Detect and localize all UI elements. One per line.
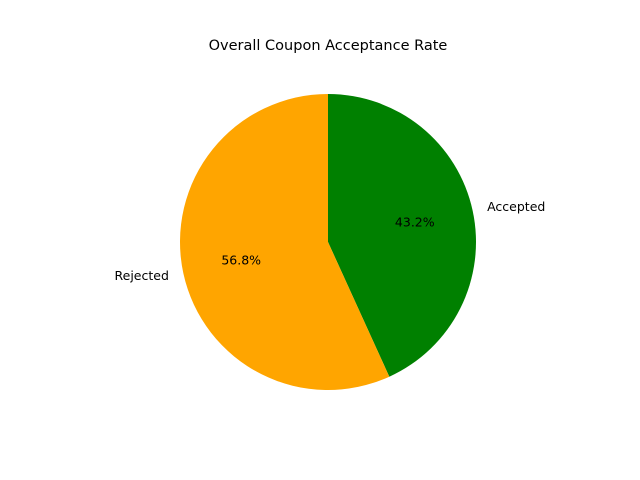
pie-slice-rejected bbox=[180, 94, 390, 390]
chart-title: Overall Coupon Acceptance Rate bbox=[209, 38, 448, 54]
slice-label-rejected: Rejected bbox=[115, 268, 169, 283]
slice-percent-rejected: 56.8% bbox=[221, 252, 261, 267]
pie-slice-accepted bbox=[328, 94, 476, 377]
slice-label-accepted: Accepted bbox=[487, 199, 545, 214]
pie-labels-group: Accepted 43.2% Rejected 56.8% bbox=[115, 199, 546, 283]
pie-slices-group bbox=[180, 94, 476, 390]
slice-percent-accepted: 43.2% bbox=[395, 215, 435, 230]
